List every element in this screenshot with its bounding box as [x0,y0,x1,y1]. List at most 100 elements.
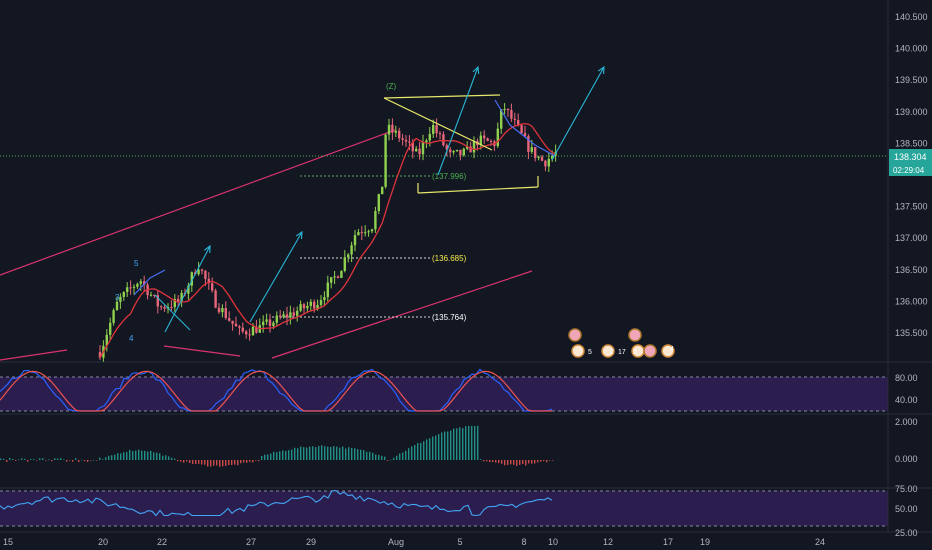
macd-bar [345,448,347,460]
candle-body [551,155,554,159]
event-badge-count[interactable]: 2 [610,349,614,356]
macd-bar [189,460,191,464]
macd-bar [174,458,176,460]
macd-bar [534,460,536,464]
macd-bar [324,446,326,460]
countdown-label [889,163,932,176]
price-tick-label: 136.500 [895,265,928,275]
macd-bar [42,458,44,460]
macd-bar [378,455,380,460]
event-badge-icon[interactable] [628,328,642,342]
macd-bar [486,460,488,462]
macd-bar [423,441,425,460]
candle-body [204,270,207,279]
macd-bar [291,449,293,460]
macd-pane[interactable] [0,425,554,467]
candle-body [296,310,299,316]
price-axis[interactable]: 140.500 140.000 139.500 139.000 138.500 137.5… [895,12,928,338]
macd-bar [351,448,353,460]
macd-bar [150,450,152,460]
macd-bar [249,460,251,462]
event-badges[interactable]: 5 2 17 2 4 [568,328,675,358]
candle-body [316,304,319,309]
candle-body [479,135,482,146]
candle-body [129,287,132,289]
stochastic-tick: 40.00 [895,395,918,405]
macd-bar [60,458,62,460]
macd-bar [474,426,476,460]
current-price-value: 138.304 [894,152,927,162]
candle-body [115,301,119,311]
candle-body [394,130,397,133]
macd-bar [57,458,59,460]
macd-bar [549,460,551,461]
candle-body [377,194,380,212]
candle-body [248,334,251,336]
macd-bar [489,460,491,463]
candle-body [231,320,234,324]
macd-bar [276,452,278,460]
event-badge-icon[interactable] [661,344,675,358]
macd-bar [318,445,320,460]
price-pane[interactable]: (Z) 5 3 4 (136.685) (135.764) (137.996) … [0,65,888,362]
event-badge-count[interactable]: 4 [670,346,674,353]
macd-bar [279,451,281,460]
macd-bar [180,460,182,462]
rsi-pane[interactable] [0,490,888,527]
small-channel-line [163,345,241,357]
macd-bar [183,460,185,463]
event-badge-count[interactable]: 5 [588,349,592,356]
price-tick-label: 140.500 [895,12,928,22]
event-badge-count[interactable]: 2 [633,349,637,356]
blue-trend-line [494,99,556,157]
rsi-tick: 75.00 [895,484,918,494]
macd-tick: 0.000 [895,454,918,464]
macd-bar [477,425,479,460]
macd-bar [252,460,254,463]
macd-bar [66,460,68,462]
event-badge-count[interactable]: 17 [618,349,626,356]
candle-body [387,124,391,135]
candle-body [211,283,214,291]
candle-body [319,300,323,305]
stochastic-tick: 80.00 [895,373,918,383]
candle-body [503,109,506,111]
time-tick-label: 12 [603,537,613,547]
level-label-135764: (135.764) [432,313,467,322]
macd-bar [102,459,104,460]
event-badge-icon[interactable] [643,344,657,358]
time-axis[interactable]: 15 20 22 27 29 Aug 5 8 10 12 17 19 24 [3,537,825,547]
event-badge-icon[interactable] [601,344,615,358]
event-badge-icon[interactable] [571,344,585,358]
lower-channel-line [271,270,533,359]
macd-bar [381,455,383,460]
event-badge-icon[interactable] [568,328,582,342]
macd-bar [69,460,71,461]
macd-bar [303,447,305,460]
macd-bar [363,450,365,460]
price-tick-label: 138.500 [895,138,928,148]
macd-bar [159,453,161,460]
candle-body [435,125,438,134]
candle-body [119,296,122,302]
stochastic-pane[interactable] [0,368,888,412]
macd-bar [216,460,218,466]
macd-bar [144,450,146,460]
candle-body [428,133,431,141]
macd-bar [246,460,248,463]
candle-body [326,282,329,298]
macd-bar [273,451,275,460]
candle-body [197,269,200,275]
macd-bar [375,454,377,460]
macd-bar [336,446,338,460]
candle-body [98,351,102,358]
macd-bar [120,453,122,460]
candle-body [357,232,360,236]
macd-bar [405,450,407,460]
forecast-arrow [437,66,479,176]
candle-body [445,145,448,150]
candle-body [173,298,176,308]
macd-bar [81,459,83,461]
